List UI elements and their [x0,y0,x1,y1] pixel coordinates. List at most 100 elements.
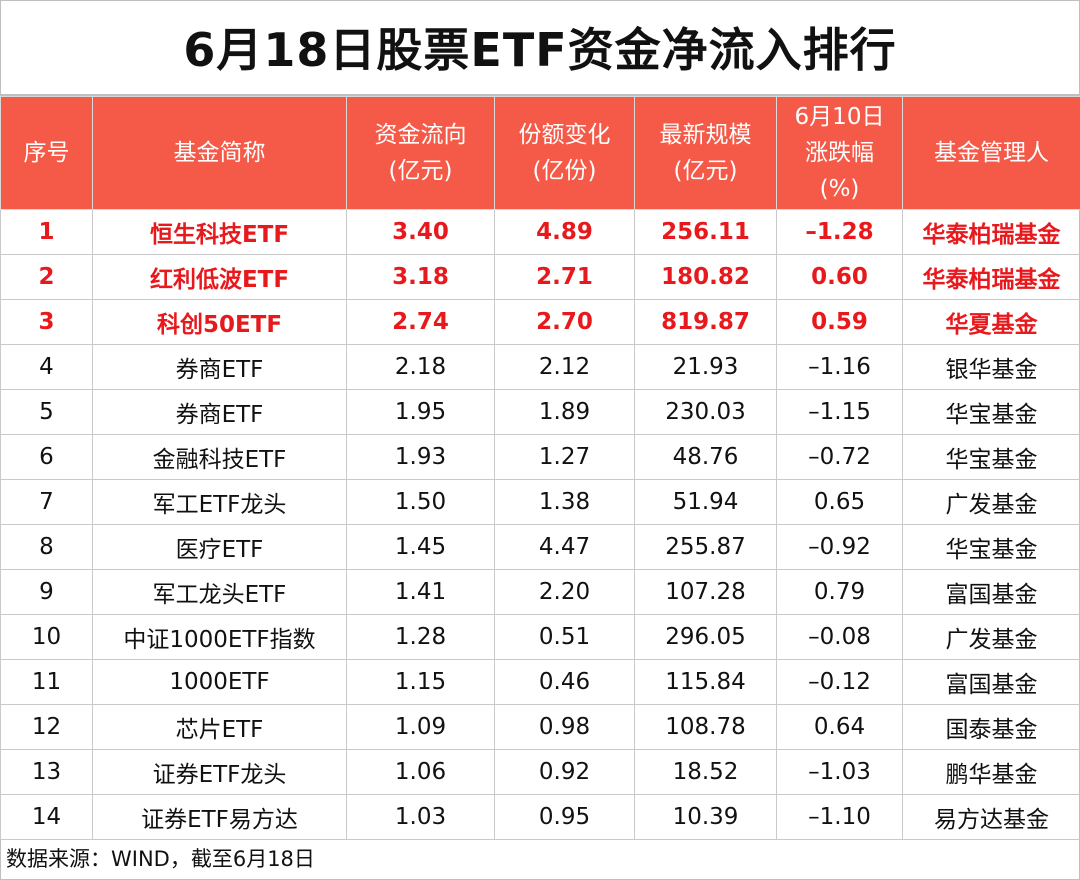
cell-net-inflow: 1.09 [346,704,495,750]
cell-change-pct: –1.15 [776,389,903,435]
cell-share-change: 0.95 [494,794,635,840]
cell-change-pct: 0.60 [776,254,903,300]
header-share-change: 份额变化 (亿份) [494,96,635,210]
cell-fund-name: 军工ETF龙头 [92,479,347,525]
cell-fund-name: 券商ETF [92,389,347,435]
cell-rank: 9 [0,569,93,615]
cell-latest-size: 21.93 [634,344,777,390]
cell-share-change: 2.71 [494,254,635,300]
cell-manager: 银华基金 [902,344,1080,390]
header-change-pct-line: 涨跌幅 [805,140,874,166]
cell-manager: 广发基金 [902,614,1080,660]
cell-change-pct: 0.79 [776,569,903,615]
header-net-inflow: 资金流向 (亿元) [346,96,495,210]
cell-rank: 8 [0,524,93,570]
cell-net-inflow: 3.18 [346,254,495,300]
cell-change-pct: –0.92 [776,524,903,570]
cell-net-inflow: 1.93 [346,434,495,480]
cell-latest-size: 51.94 [634,479,777,525]
cell-fund-name: 恒生科技ETF [92,209,347,255]
cell-net-inflow: 1.03 [346,794,495,840]
cell-fund-name: 券商ETF [92,344,347,390]
cell-latest-size: 48.76 [634,434,777,480]
cell-manager: 鹏华基金 [902,749,1080,795]
table-row: 10 中证1000ETF指数 1.28 0.51 296.05 –0.08 广发基金 [0,614,1080,660]
cell-rank: 3 [0,299,93,345]
cell-latest-size: 10.39 [634,794,777,840]
cell-change-pct: –1.10 [776,794,903,840]
cell-latest-size: 108.78 [634,704,777,750]
header-change-pct-line: 6月10日 [794,104,885,130]
cell-manager: 华夏基金 [902,299,1080,345]
cell-latest-size: 115.84 [634,659,777,705]
header-net-inflow-line: 资金流向 [374,122,467,148]
table-row: 1 恒生科技ETF 3.40 4.89 256.11 –1.28 华泰柏瑞基金 [0,209,1080,255]
cell-net-inflow: 1.95 [346,389,495,435]
cell-net-inflow: 2.74 [346,299,495,345]
cell-rank: 1 [0,209,93,255]
cell-net-inflow: 1.45 [346,524,495,570]
table-row: 14 证券ETF易方达 1.03 0.95 10.39 –1.10 易方达基金 [0,794,1080,840]
table-row: 13 证券ETF龙头 1.06 0.92 18.52 –1.03 鹏华基金 [0,749,1080,795]
table-row: 7 军工ETF龙头 1.50 1.38 51.94 0.65 广发基金 [0,479,1080,525]
cell-change-pct: –1.28 [776,209,903,255]
cell-manager: 华泰柏瑞基金 [902,209,1080,255]
cell-latest-size: 255.87 [634,524,777,570]
cell-rank: 13 [0,749,93,795]
cell-net-inflow: 1.41 [346,569,495,615]
cell-rank: 10 [0,614,93,660]
table-row: 2 红利低波ETF 3.18 2.71 180.82 0.60 华泰柏瑞基金 [0,254,1080,300]
cell-net-inflow: 1.15 [346,659,495,705]
cell-share-change: 2.20 [494,569,635,615]
cell-change-pct: –0.72 [776,434,903,480]
cell-rank: 2 [0,254,93,300]
header-latest-size: 最新规模 (亿元) [634,96,777,210]
cell-rank: 5 [0,389,93,435]
cell-fund-name: 芯片ETF [92,704,347,750]
cell-fund-name: 1000ETF [92,659,347,705]
table-row: 12 芯片ETF 1.09 0.98 108.78 0.64 国泰基金 [0,704,1080,750]
table-row: 5 券商ETF 1.95 1.89 230.03 –1.15 华宝基金 [0,389,1080,435]
header-latest-size-line: 最新规模 [659,122,752,148]
cell-net-inflow: 3.40 [346,209,495,255]
cell-manager: 国泰基金 [902,704,1080,750]
cell-latest-size: 296.05 [634,614,777,660]
cell-fund-name: 金融科技ETF [92,434,347,480]
cell-fund-name: 科创50ETF [92,299,347,345]
cell-manager: 富国基金 [902,569,1080,615]
cell-manager: 华宝基金 [902,389,1080,435]
cell-latest-size: 107.28 [634,569,777,615]
cell-net-inflow: 2.18 [346,344,495,390]
cell-manager: 广发基金 [902,479,1080,525]
table-body: 1 恒生科技ETF 3.40 4.89 256.11 –1.28 华泰柏瑞基金 2 红利低波ET… [0,209,1080,840]
table-header-row: 序号 基金简称 资金流向 (亿元) 份额变化 (亿份) 最新规模 (亿元) 6月10日 涨跌幅 (%… [0,96,1080,210]
cell-latest-size: 819.87 [634,299,777,345]
cell-rank: 4 [0,344,93,390]
table-row: 9 军工龙头ETF 1.41 2.20 107.28 0.79 富国基金 [0,569,1080,615]
cell-share-change: 0.51 [494,614,635,660]
cell-manager: 华泰柏瑞基金 [902,254,1080,300]
cell-fund-name: 红利低波ETF [92,254,347,300]
cell-net-inflow: 1.28 [346,614,495,660]
cell-fund-name: 证券ETF龙头 [92,749,347,795]
cell-share-change: 0.92 [494,749,635,795]
cell-fund-name: 中证1000ETF指数 [92,614,347,660]
table-row: 4 券商ETF 2.18 2.12 21.93 –1.16 银华基金 [0,344,1080,390]
header-rank-line: 序号 [23,140,70,166]
header-change-pct: 6月10日涨跌幅 (%) [776,96,903,210]
cell-latest-size: 230.03 [634,389,777,435]
cell-share-change: 2.12 [494,344,635,390]
header-rank: 序号 [0,96,93,210]
etf-ranking-table: 序号 基金简称 资金流向 (亿元) 份额变化 (亿份) 最新规模 (亿元) 6月10日 涨跌幅 (%… [0,96,1080,840]
cell-change-pct: –1.03 [776,749,903,795]
cell-change-pct: 0.59 [776,299,903,345]
cell-net-inflow: 1.50 [346,479,495,525]
table-row: 3 科创50ETF 2.74 2.70 819.87 0.59 华夏基金 [0,299,1080,345]
cell-share-change: 1.89 [494,389,635,435]
header-latest-size-line: (亿元) [673,158,738,184]
header-change-pct-line: (%) [819,176,860,202]
cell-rank: 11 [0,659,93,705]
header-share-change-line: 份额变化 [518,122,611,148]
header-fund-name-line: 基金简称 [173,140,266,166]
cell-manager: 华宝基金 [902,434,1080,480]
